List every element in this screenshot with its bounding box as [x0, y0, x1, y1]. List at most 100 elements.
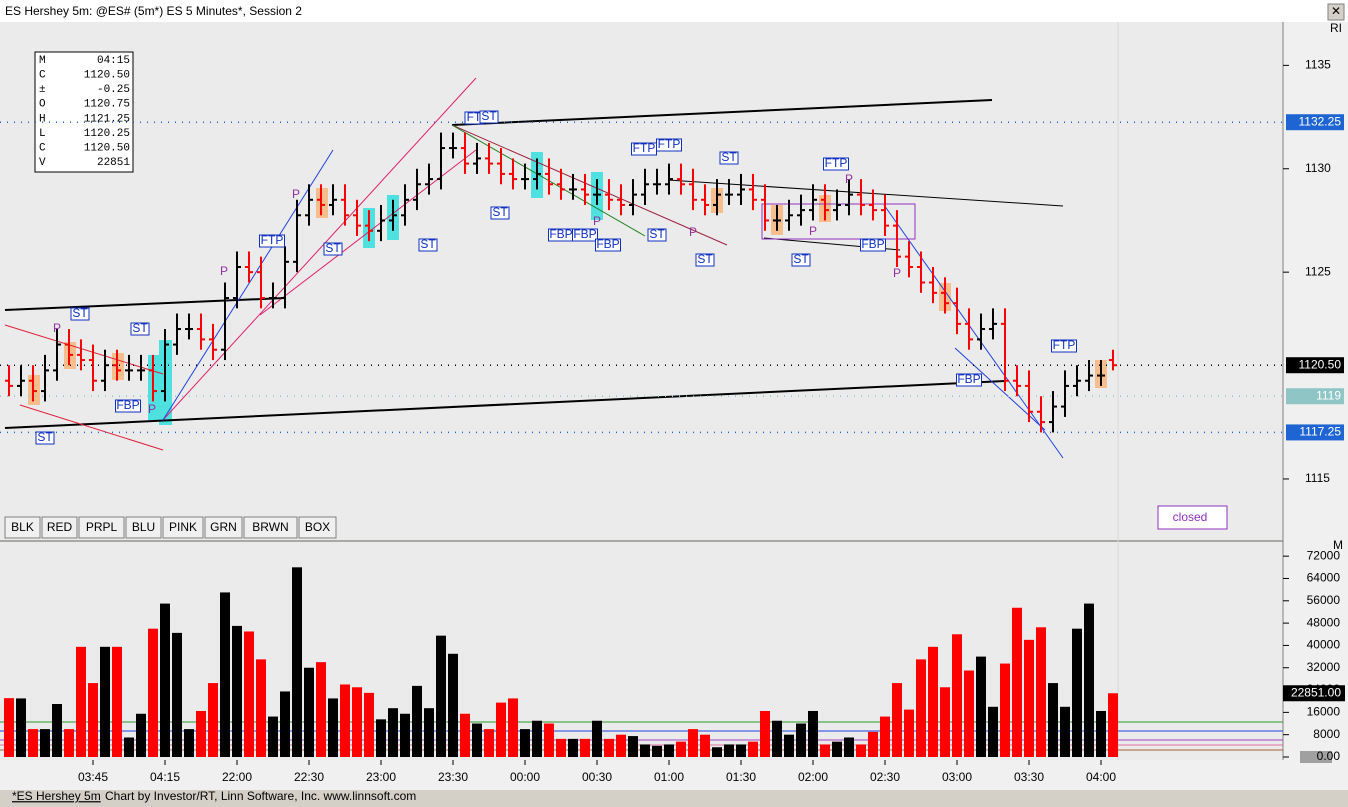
info-key: V	[39, 157, 46, 169]
info-key: O	[39, 99, 46, 111]
volume-bar	[700, 734, 710, 757]
footer-tab[interactable]: *ES Hershey 5m	[12, 789, 101, 803]
y-tick-label: 56000	[1307, 593, 1341, 607]
y-tick-label: 1130	[1305, 161, 1331, 175]
volume-bar	[424, 708, 434, 757]
signal-box	[719, 151, 739, 165]
y-tick-label: 1135	[1305, 58, 1331, 72]
toolbar-button[interactable]	[204, 516, 243, 539]
volume-bar	[64, 729, 74, 757]
volume-bar	[1012, 607, 1022, 757]
pivot-label: P	[809, 224, 817, 238]
volume-bar	[364, 692, 374, 757]
price-tag	[1286, 388, 1344, 405]
volume-bar	[316, 662, 326, 757]
signal-box	[791, 253, 811, 267]
volume-bar	[688, 729, 698, 757]
volume-bar	[616, 734, 626, 757]
info-value: 04:15	[97, 55, 130, 67]
volume-bar	[304, 667, 314, 757]
info-value: 1120.50	[84, 143, 130, 155]
pivot-label: P	[220, 264, 228, 278]
x-tick-label: 03:00	[942, 770, 972, 784]
volume-bar	[232, 625, 242, 757]
info-value: -0.25	[97, 84, 130, 96]
trendline	[162, 77, 477, 421]
volume-tag	[1283, 685, 1345, 702]
signal-label: ST	[37, 430, 53, 444]
x-tick-label: 00:00	[510, 770, 540, 784]
pivot-label: P	[53, 321, 61, 335]
volume-bar	[892, 683, 902, 757]
trendline	[4, 380, 1006, 429]
toolbar-button[interactable]	[298, 516, 337, 539]
status-box	[1157, 505, 1228, 530]
volume-bar	[532, 720, 542, 757]
y-tick-label: 72000	[1307, 548, 1341, 562]
toolbar-button[interactable]	[4, 516, 41, 539]
signal-label: ST	[481, 109, 497, 123]
signal-label: ST	[492, 205, 508, 219]
volume-bar	[76, 646, 86, 757]
volume-bar	[1060, 706, 1070, 757]
volume-bar	[112, 646, 122, 757]
price-tag	[1286, 357, 1344, 374]
y-tick-label: 64000	[1307, 571, 1341, 585]
info-key: C	[39, 143, 46, 155]
trendline	[162, 149, 334, 421]
status-bar	[0, 790, 1348, 807]
toolbar-button[interactable]	[125, 516, 162, 539]
toolbar-button[interactable]	[243, 516, 298, 539]
volume-bar	[436, 635, 446, 757]
signal-label: FBP	[861, 237, 884, 251]
volume-bar	[640, 744, 650, 757]
close-button[interactable]	[1327, 3, 1345, 21]
volume-bar	[808, 710, 818, 757]
info-value: 1120.25	[84, 128, 130, 140]
pivot-label: P	[292, 187, 300, 201]
volume-bar	[100, 646, 110, 757]
signal-box	[490, 206, 510, 220]
volume-bar	[484, 729, 494, 757]
toolbar-button[interactable]	[41, 516, 78, 539]
y-tick-label: 32000	[1307, 660, 1341, 674]
volume-bar	[556, 738, 566, 757]
volume-bar	[652, 745, 662, 757]
signal-box	[823, 157, 849, 171]
volume-bar	[880, 716, 890, 757]
volume-bar	[376, 719, 386, 757]
toolbar-button[interactable]	[162, 516, 204, 539]
corner-label: RI	[1330, 21, 1342, 35]
signal-label: ST	[325, 241, 341, 255]
volume-bar	[256, 659, 266, 757]
status-text: closed	[1173, 510, 1208, 524]
y-tick-label: 48000	[1307, 615, 1341, 629]
volume-bar	[940, 687, 950, 757]
volume-bar	[628, 736, 638, 757]
signal-label: ST	[721, 150, 737, 164]
volume-bar	[16, 698, 26, 757]
signal-label: FBP	[596, 237, 619, 251]
signal-box	[572, 228, 598, 242]
volume-bar	[88, 683, 98, 757]
pivot-label: P	[148, 402, 156, 416]
trendline	[883, 204, 1064, 459]
volume-bar	[832, 741, 842, 757]
volume-bar	[760, 710, 770, 757]
volume-bar	[160, 603, 170, 757]
volume-bar	[400, 713, 410, 757]
info-key: L	[39, 128, 46, 140]
info-key: M	[39, 55, 46, 67]
volume-bar	[952, 634, 962, 757]
signal-box	[35, 431, 55, 445]
price-pane	[0, 22, 1283, 540]
toolbar-button[interactable]	[78, 516, 125, 539]
info-key: H	[39, 113, 46, 125]
trendline	[451, 99, 993, 126]
signal-box	[323, 242, 343, 256]
pane-label: M	[1333, 538, 1343, 552]
x-tick-label: 04:15	[150, 770, 180, 784]
volume-bar	[772, 720, 782, 757]
volume-bar	[184, 729, 194, 757]
volume-bar	[40, 729, 50, 757]
